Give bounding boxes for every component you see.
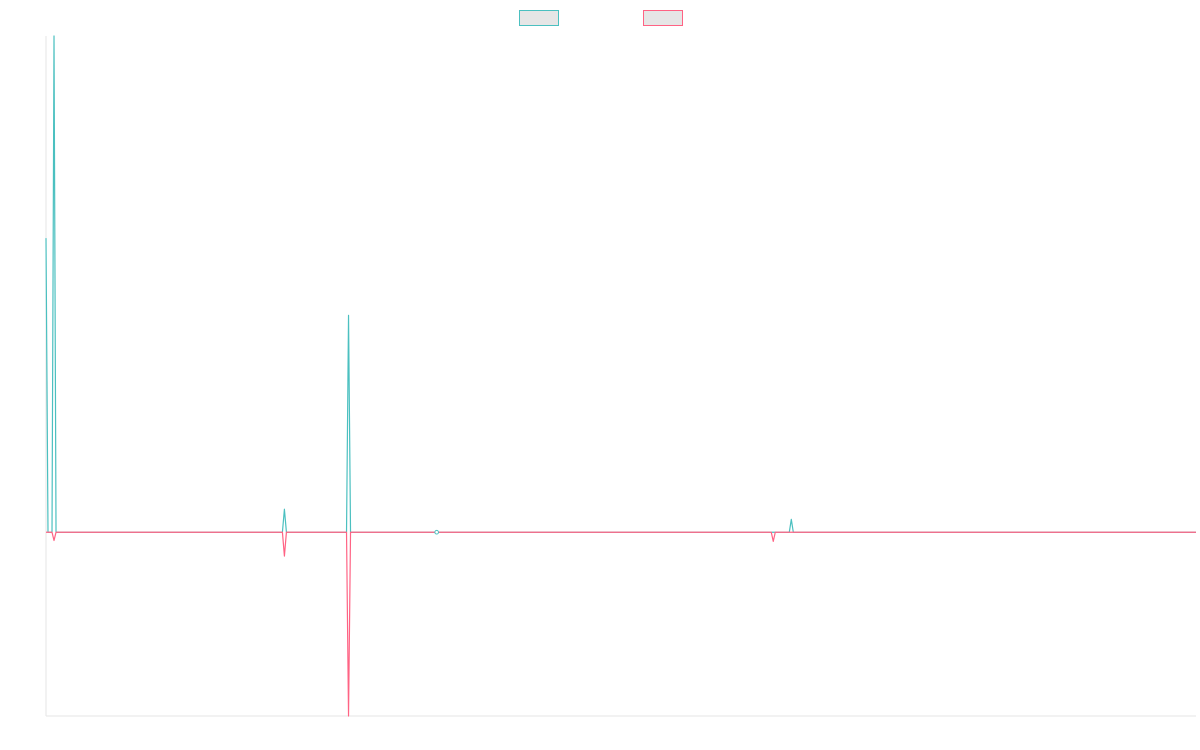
legend-swatch-series-2 — [643, 10, 683, 26]
legend-item-series-1[interactable] — [519, 9, 559, 27]
data-point-1 — [434, 529, 439, 535]
chart-legend — [0, 9, 1200, 27]
series-line-2 — [46, 531, 1196, 717]
legend-item-series-2[interactable] — [643, 9, 683, 27]
legend-swatch-series-1 — [519, 10, 559, 26]
series-line-1 — [45, 35, 1196, 533]
